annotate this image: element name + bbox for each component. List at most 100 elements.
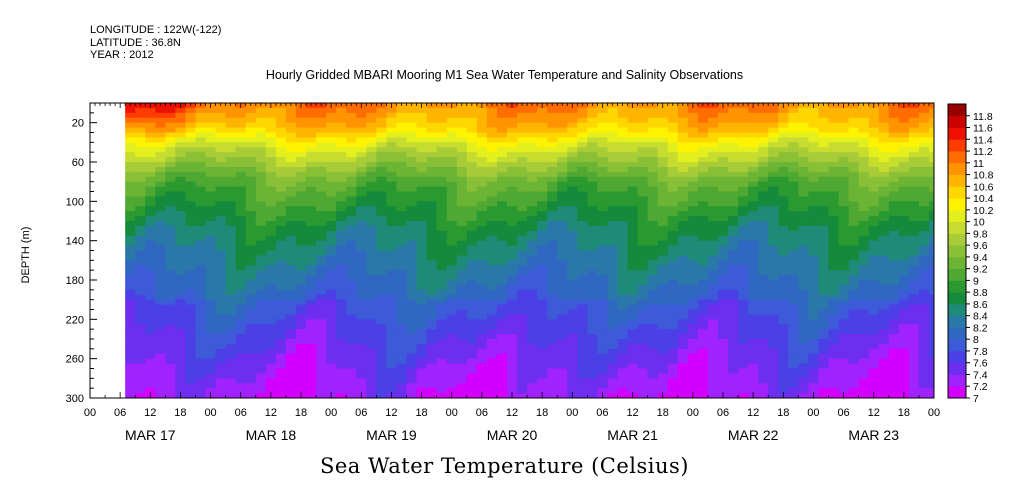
heatmap-cell <box>567 299 578 306</box>
heatmap-cell <box>587 147 599 153</box>
heatmap-cell <box>828 383 840 389</box>
heatmap-cell <box>476 216 488 222</box>
heatmap-cell <box>416 280 428 286</box>
heatmap-cell <box>878 127 890 134</box>
heatmap-cell <box>245 339 257 345</box>
heatmap-cell <box>155 353 166 360</box>
heatmap-cell <box>898 299 910 306</box>
heatmap-cell <box>285 260 297 266</box>
heatmap-cell <box>888 265 900 271</box>
heatmap-cell <box>928 309 934 316</box>
heatmap-cell <box>195 157 207 163</box>
heatmap-cell <box>356 137 367 143</box>
heatmap-cell <box>235 289 247 296</box>
heatmap-cell <box>245 383 257 389</box>
heatmap-cell <box>175 250 187 257</box>
heatmap-cell <box>647 157 659 163</box>
heatmap-cell <box>677 373 689 379</box>
heatmap-cell <box>416 255 428 261</box>
heatmap-cell <box>788 280 799 286</box>
heatmap-cell <box>436 181 448 188</box>
heatmap-cell <box>306 284 317 291</box>
heatmap-cell <box>878 137 890 143</box>
heatmap-cell <box>265 112 277 119</box>
heatmap-cell <box>125 368 136 375</box>
heatmap-cell <box>667 289 679 296</box>
heatmap-cell <box>547 393 558 398</box>
heatmap-cell <box>195 275 207 281</box>
heatmap-cell <box>838 245 850 252</box>
heatmap-cell <box>808 216 820 222</box>
heatmap-cell <box>406 388 418 394</box>
heatmap-cell <box>506 235 518 242</box>
heatmap-cell <box>808 117 820 124</box>
heatmap-cell <box>567 166 578 173</box>
heatmap-cell <box>728 225 739 232</box>
heatmap-cell <box>476 353 488 360</box>
heatmap-cell <box>858 363 870 370</box>
heatmap-cell <box>808 294 820 301</box>
heatmap-cell <box>235 294 247 301</box>
heatmap-cell <box>808 181 820 188</box>
heatmap-cell <box>456 147 468 153</box>
heatmap-cell <box>647 289 659 296</box>
heatmap-cell <box>657 142 669 148</box>
heatmap-cell <box>456 309 468 316</box>
heatmap-cell <box>496 348 508 355</box>
heatmap-cell <box>225 265 237 271</box>
heatmap-cell <box>356 304 367 311</box>
heatmap-cell <box>677 358 689 365</box>
heatmap-cell <box>205 186 217 193</box>
heatmap-cell <box>456 122 468 129</box>
heatmap-cell <box>567 284 578 291</box>
heatmap-cell <box>577 201 588 207</box>
heatmap-cell <box>888 270 900 276</box>
heatmap-cell <box>225 142 237 148</box>
heatmap-cell <box>396 275 408 281</box>
heatmap-cell <box>356 211 367 217</box>
heatmap-cell <box>637 275 649 281</box>
heatmap-cell <box>386 284 398 291</box>
heatmap-cell <box>788 245 799 252</box>
heatmap-cell <box>486 191 498 198</box>
heatmap-cell <box>456 216 468 222</box>
heatmap-cell <box>265 245 277 252</box>
heatmap-cell <box>155 304 166 311</box>
heatmap-cell <box>858 393 870 398</box>
heatmap-cell <box>436 265 448 271</box>
heatmap-cell <box>697 294 709 301</box>
heatmap-cell <box>517 117 528 124</box>
heatmap-cell <box>205 117 217 124</box>
heatmap-cell <box>125 294 136 301</box>
heatmap-cell <box>466 221 478 227</box>
heatmap-cell <box>346 289 357 296</box>
heatmap-cell <box>265 157 277 163</box>
heatmap-cell <box>205 216 217 222</box>
heatmap-cell <box>356 255 367 261</box>
heatmap-cell <box>798 137 810 143</box>
heatmap-cell <box>326 294 337 301</box>
heatmap-cell <box>346 280 357 286</box>
heatmap-cell <box>416 294 428 301</box>
heatmap-cell <box>446 127 458 134</box>
heatmap-cell <box>878 329 890 335</box>
heatmap-cell <box>316 186 327 193</box>
heatmap-cell <box>868 166 880 173</box>
heatmap-cell <box>396 122 408 129</box>
heatmap-cell <box>667 265 679 271</box>
heatmap-cell <box>125 206 136 212</box>
heatmap-cell <box>808 368 820 375</box>
heatmap-cell <box>125 324 136 330</box>
heatmap-cell <box>426 201 438 207</box>
heatmap-cell <box>677 265 689 271</box>
heatmap-cell <box>878 378 890 384</box>
heatmap-cell <box>547 319 558 325</box>
heatmap-cell <box>858 265 870 271</box>
heatmap-cell <box>235 201 247 207</box>
heatmap-cell <box>808 373 820 379</box>
heatmap-cell <box>165 176 177 183</box>
heatmap-cell <box>255 348 267 355</box>
heatmap-cell <box>255 221 267 227</box>
heatmap-cell <box>748 137 759 143</box>
heatmap-cell <box>778 289 789 296</box>
